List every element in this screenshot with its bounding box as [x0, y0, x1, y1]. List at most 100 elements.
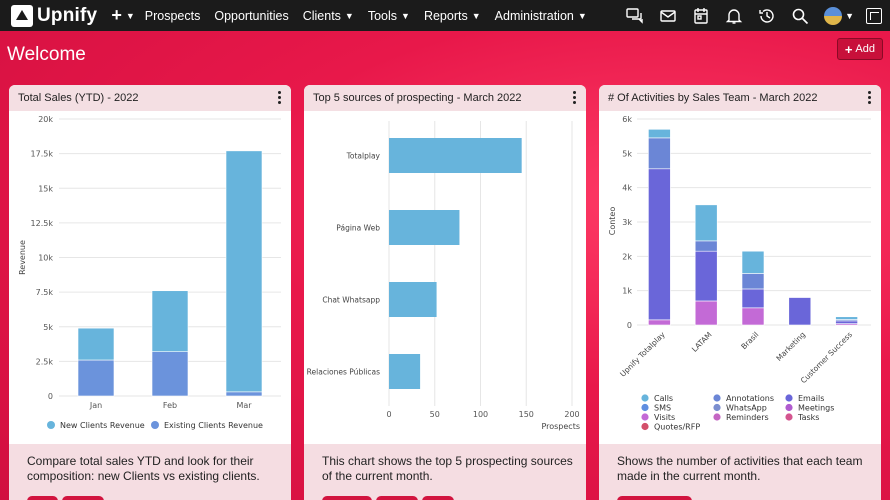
legend-swatch	[151, 421, 159, 429]
header-icons: ▼	[611, 0, 890, 31]
y-tick-label: 15k	[38, 184, 53, 193]
legend-label: Calls	[654, 394, 673, 403]
action-chip[interactable]	[322, 496, 372, 500]
y-tick-label: 2.5k	[36, 357, 54, 366]
app-name: Upnify	[37, 4, 98, 26]
y-tick-label: 3k	[622, 218, 632, 227]
legend-swatch	[713, 394, 721, 402]
avatar[interactable]	[824, 6, 843, 25]
card-total-sales: Total Sales (YTD) - 2022 0 2.5k 5k 7.5k 10k 1…	[9, 85, 291, 500]
bar-segment	[151, 351, 189, 397]
bell-icon[interactable]	[725, 7, 743, 25]
card-actions	[617, 496, 696, 500]
bar-segment	[741, 273, 765, 290]
card-title: Total Sales (YTD) - 2022	[18, 92, 139, 104]
bar-segment	[694, 240, 718, 252]
card-description: Compare total sales YTD and look for the…	[27, 454, 260, 483]
more-options-icon[interactable]	[573, 91, 577, 106]
card-description: Shows the number of activities that each…	[617, 454, 863, 483]
quick-add-menu[interactable]: + ▼	[111, 5, 134, 26]
legend-label: New Clients Revenue	[60, 421, 145, 430]
x-tick-label: Customer Success	[799, 330, 854, 385]
bar	[389, 210, 460, 245]
nav-item-label: Opportunities	[214, 8, 289, 23]
chat-icon[interactable]	[626, 7, 644, 25]
nav-item-tools[interactable]: Tools ▼	[368, 9, 410, 23]
nav-item-clients[interactable]: Clients ▼	[303, 9, 354, 23]
y-tick-label: 0	[48, 392, 53, 401]
bar-segment	[77, 327, 115, 361]
bar-segment	[648, 168, 671, 321]
mail-icon[interactable]	[659, 7, 677, 25]
legend-swatch	[785, 403, 793, 412]
nav-item-prospects[interactable]: Prospects	[145, 9, 201, 23]
nav-item-administration[interactable]: Administration ▼	[495, 9, 587, 23]
chevron-down-icon: ▼	[577, 10, 587, 21]
legend-label: Visits	[654, 413, 675, 422]
y-tick-label: 10k	[38, 254, 53, 263]
exit-icon[interactable]	[866, 7, 882, 24]
y-tick-label: 2k	[622, 252, 632, 261]
card-title: # Of Activities by Sales Team - March 20…	[608, 92, 818, 104]
logo-mark-icon	[11, 4, 33, 27]
y-tick-label: 0	[627, 321, 632, 330]
total-sales-chart: 0 2.5k 5k 7.5k 10k 12.5k 15k 17.5k 20k Revenue Jan…	[9, 111, 291, 444]
bar	[389, 282, 437, 317]
bar-segment	[694, 300, 718, 326]
more-options-icon[interactable]	[868, 91, 872, 106]
y-tick-label: 6k	[622, 115, 632, 124]
x-tick-label: 0	[386, 410, 391, 419]
nav-item-label: Prospects	[144, 8, 201, 23]
legend-label: Annotations	[726, 394, 774, 403]
action-chip[interactable]	[27, 496, 58, 500]
x-tick-label: Jan	[89, 401, 102, 410]
x-tick-label: 200	[564, 410, 579, 419]
nav-item-label: Administration	[494, 8, 574, 23]
chevron-down-icon: ▼	[401, 10, 410, 21]
legend-swatch	[785, 394, 793, 402]
bar-segment	[694, 250, 718, 302]
x-tick-label: 100	[473, 410, 488, 419]
bar-segment	[835, 320, 858, 324]
bar-segment	[225, 391, 263, 397]
legend-label: Tasks	[797, 413, 819, 422]
card-prospecting-sources: Top 5 sources of prospecting - March 202…	[304, 85, 586, 500]
y-tick-label: Página Web	[336, 224, 380, 233]
action-chip[interactable]	[617, 496, 692, 500]
bar-segment	[694, 204, 718, 242]
card-description: This chart shows the top 5 prospecting s…	[322, 454, 573, 483]
legend-swatch	[641, 394, 649, 402]
search-icon[interactable]	[791, 7, 809, 25]
y-tick-label: 1k	[622, 287, 632, 296]
nav-item-reports[interactable]: Reports ▼	[424, 9, 481, 23]
bar	[389, 354, 421, 389]
nav-item-label: Tools	[367, 8, 398, 23]
more-options-icon[interactable]	[278, 91, 282, 106]
legend-swatch	[641, 403, 649, 412]
prospecting-sources-chart: 0 50 100 150 200 Prospects Totalplay Página Web…	[304, 111, 586, 444]
add-button[interactable]: + Add	[836, 38, 883, 60]
bar-segment	[648, 128, 671, 139]
y-tick-label: 5k	[43, 323, 53, 332]
legend-swatch	[713, 413, 721, 421]
legend-label: Emails	[798, 394, 824, 403]
calendar-icon[interactable]	[692, 7, 710, 25]
action-chip[interactable]	[62, 496, 104, 500]
chevron-down-icon: ▼	[344, 10, 354, 21]
x-tick-label: 50	[430, 410, 440, 419]
bar-segment	[648, 137, 671, 170]
app-logo[interactable]: Upnify	[11, 4, 98, 27]
bar	[389, 138, 522, 173]
y-tick-label: Totalplay	[346, 152, 381, 161]
y-tick-label: Chat Whatsapp	[322, 296, 380, 305]
bar-segment	[741, 288, 765, 309]
chevron-down-icon[interactable]: ▼	[845, 10, 854, 21]
bar-segment	[225, 150, 263, 393]
nav-item-opportunities[interactable]: Opportunities	[214, 9, 288, 23]
main-nav: Prospects Opportunities Clients ▼ Tools ▼ Repo…	[145, 9, 601, 23]
action-chip[interactable]	[422, 496, 454, 500]
legend-label: SMS	[654, 404, 671, 413]
x-tick-label: Marketing	[774, 330, 807, 363]
history-icon[interactable]	[758, 7, 776, 25]
action-chip[interactable]	[376, 496, 418, 500]
